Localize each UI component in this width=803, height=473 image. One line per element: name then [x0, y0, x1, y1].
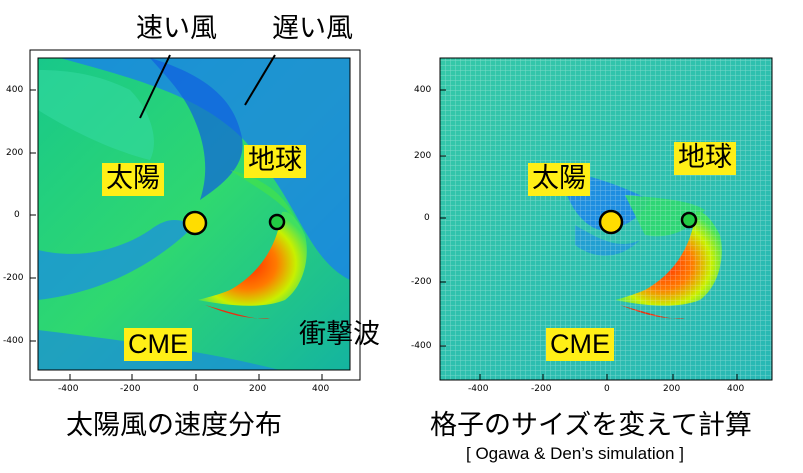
- sun-marker-right: [598, 209, 624, 235]
- left-x-tick: 0: [193, 384, 199, 394]
- earth-label-right: 地球: [674, 142, 736, 175]
- earth-label-left: 地球: [244, 145, 306, 178]
- left-caption: 太陽風の速度分布: [66, 410, 282, 441]
- shock-label: 衝撃波: [299, 319, 380, 350]
- slow-wind-pointer: [244, 54, 276, 106]
- left-y-tick: 200: [6, 148, 24, 158]
- left-y-tick: 400: [6, 85, 24, 95]
- fast-wind-pointer: [139, 54, 171, 119]
- sun-label-right: 太陽: [528, 163, 590, 196]
- cme-label-right: CME: [546, 328, 614, 361]
- right-caption: 格子のサイズを変えて計算: [430, 410, 752, 441]
- earth-marker-right: [680, 211, 698, 229]
- left-y-tick: -200: [3, 273, 24, 283]
- left-x-tick: -200: [120, 384, 141, 394]
- left-simulation-plot: [38, 58, 350, 370]
- right-y-tick: 0: [424, 213, 430, 223]
- sun-marker-left: [182, 210, 208, 236]
- right-simulation-plot: [440, 58, 772, 380]
- fast-wind-label: 速い風: [136, 13, 217, 44]
- cme-label-left: CME: [124, 328, 192, 361]
- earth-marker-left: [268, 213, 286, 231]
- slow-wind-label: 遅い風: [272, 13, 353, 44]
- simulation-credit: [ Ogawa & Den’s simulation ]: [466, 444, 684, 463]
- left-x-tick: 200: [249, 384, 267, 394]
- left-y-tick: 0: [14, 210, 20, 220]
- right-x-tick: 200: [663, 384, 681, 394]
- right-x-tick: 0: [604, 384, 610, 394]
- right-x-tick: 400: [727, 384, 745, 394]
- left-x-tick: 400: [312, 384, 330, 394]
- left-x-tick: -400: [58, 384, 79, 394]
- right-y-tick: -400: [411, 341, 432, 351]
- right-y-tick: 400: [414, 85, 432, 95]
- left-y-tick: -400: [3, 336, 24, 346]
- right-y-tick: 200: [414, 151, 432, 161]
- right-x-tick: -200: [531, 384, 552, 394]
- sun-label-left: 太陽: [102, 163, 164, 196]
- right-x-tick: -400: [468, 384, 489, 394]
- right-y-tick: -200: [411, 277, 432, 287]
